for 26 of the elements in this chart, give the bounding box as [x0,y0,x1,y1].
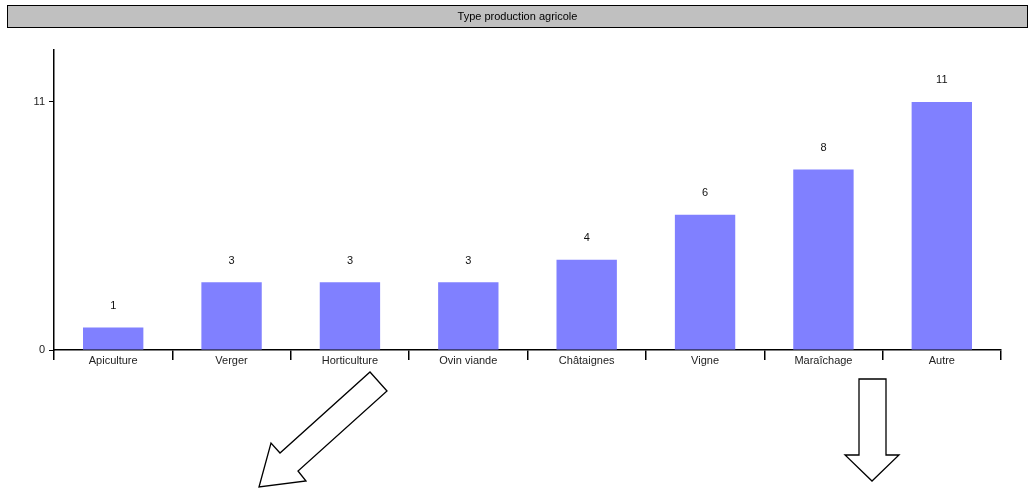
x-tick-label: Horticulture [321,353,379,366]
bar [201,282,262,350]
chart-title: Type production agricole [7,5,1028,28]
x-tick-label: Autre [928,353,955,366]
bar [438,282,499,350]
x-tick-label: Apiculture [88,353,138,366]
data-label: 3 [465,253,472,266]
data-label: 6 [702,186,709,199]
bar [911,101,972,350]
data-label: 8 [820,141,827,154]
x-tick-label: Vigne [691,353,720,366]
x-tick-label: Ovin viande [439,353,498,366]
x-tick-label: Maraîchage [794,353,853,366]
data-label: 11 [936,73,948,86]
data-label: 3 [228,253,235,266]
data-label: 3 [346,253,353,266]
data-label: 1 [110,298,117,311]
bar [83,327,144,350]
data-label: 4 [583,231,590,244]
x-tick-label: Châtaignes [558,353,616,366]
x-tick-label: Verger [215,353,249,366]
bar [319,282,381,350]
y-tick-label: 0 [38,343,45,356]
bar [556,259,617,350]
bar [793,169,854,350]
bar [674,214,736,350]
